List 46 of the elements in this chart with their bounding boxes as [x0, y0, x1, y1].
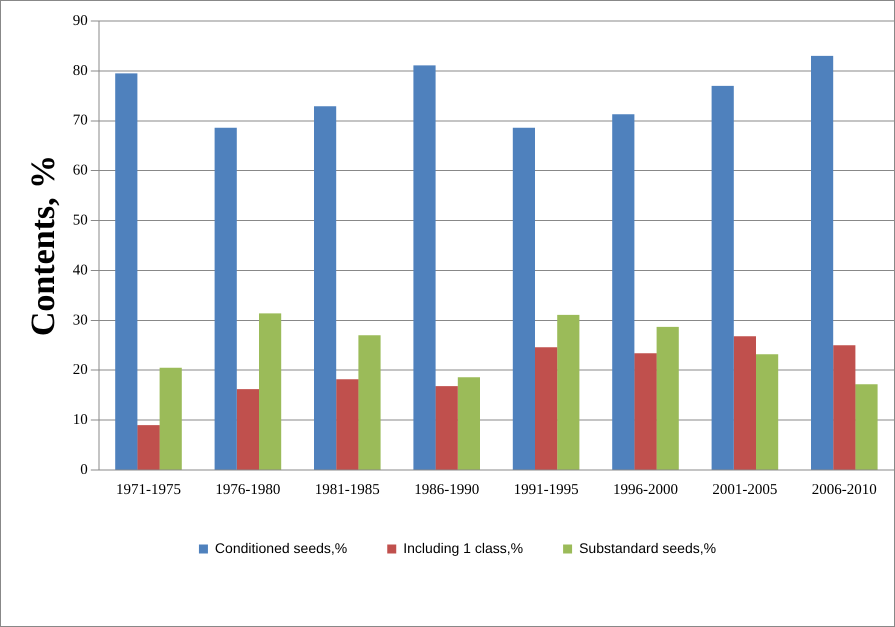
y-axis-title: Contents, %: [25, 154, 62, 336]
bar: [115, 73, 138, 470]
y-tick-label: 50: [72, 212, 88, 228]
x-tick-label: 2001-2005: [712, 482, 778, 498]
bar: [855, 384, 878, 470]
y-tick-label: 10: [72, 412, 88, 428]
legend-label: Substandard seeds,%: [579, 540, 716, 556]
bar: [557, 314, 580, 470]
y-tick-label: 0: [80, 462, 88, 478]
bar: [811, 56, 834, 470]
bar: [734, 336, 756, 470]
x-tick-label: 1981-1985: [314, 482, 380, 498]
y-tick-label: 30: [72, 312, 88, 328]
bar: [512, 128, 535, 470]
x-tick-label: 1991-1995: [514, 482, 579, 498]
y-tick-label: 80: [72, 62, 88, 79]
bar: [214, 128, 237, 470]
y-tick-label: 20: [72, 362, 88, 378]
bar: [756, 354, 778, 470]
bar: [358, 335, 381, 470]
bar: [160, 368, 182, 470]
bar: [656, 326, 679, 470]
bar: [458, 377, 480, 470]
bar: [314, 106, 336, 470]
x-tick-label: 1996-2000: [613, 482, 678, 498]
x-tick-label: 1976-1980: [215, 482, 280, 498]
bar: [612, 114, 634, 470]
legend-label: Including 1 class,%: [403, 540, 524, 556]
bar: [137, 425, 160, 470]
y-tick-label: 70: [72, 112, 88, 129]
bar: [336, 379, 358, 470]
y-tick-label: 90: [72, 12, 88, 29]
x-tick-label: 1971-1975: [116, 482, 181, 498]
bar: [413, 65, 436, 470]
bar: [436, 386, 458, 470]
bar: [712, 86, 734, 470]
bar: [634, 353, 657, 470]
bar: [259, 313, 282, 470]
bar: [236, 389, 259, 470]
legend-label: Conditioned seeds,%: [214, 540, 348, 556]
y-tick-label: 60: [72, 162, 88, 179]
y-tick-label: 40: [72, 262, 88, 278]
bar: [833, 345, 856, 470]
x-tick-label: 2006-2010: [812, 482, 877, 498]
x-tick-label: 1986-1990: [414, 482, 480, 498]
bar: [535, 347, 558, 470]
